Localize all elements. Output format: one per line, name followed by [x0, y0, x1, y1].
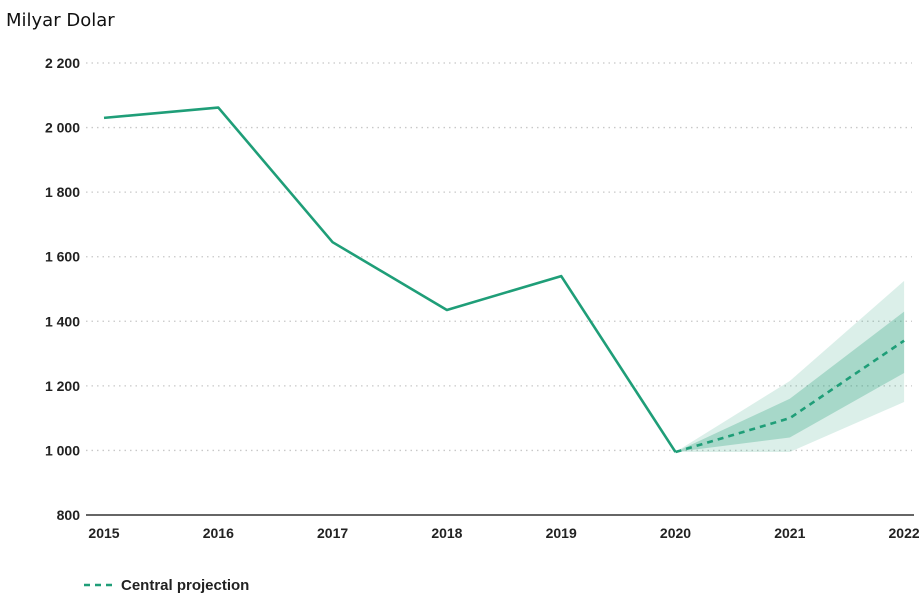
series-lines	[103, 106, 905, 454]
y-tick-label: 1 400	[45, 313, 80, 329]
y-tick-label: 1 800	[45, 184, 80, 200]
x-tick-label: 2022	[889, 525, 919, 541]
projection-band	[675, 280, 905, 453]
x-tick-label: 2016	[203, 525, 234, 541]
y-axis-unit-label: Milyar Dolar	[6, 10, 115, 31]
projection-band-inner	[675, 311, 905, 453]
y-tick-label: 800	[57, 507, 81, 523]
x-tick-label: 2021	[774, 525, 805, 541]
x-tick-label: 2018	[431, 525, 462, 541]
x-tick-label: 2020	[660, 525, 691, 541]
y-tick-label: 2 000	[45, 120, 80, 136]
x-tick-labels: 2015 2016 2017 2018 2019 2020 2021 2022	[88, 525, 919, 541]
legend: Central projection	[84, 577, 249, 594]
y-tick-labels: 800 1 000 1 200 1 400 1 600 1 800 2 000 2 200	[45, 55, 80, 523]
x-tick-label: 2017	[317, 525, 348, 541]
legend-label-central-projection: Central projection	[121, 577, 249, 594]
x-tick-label: 2019	[546, 525, 577, 541]
x-tick-label: 2015	[88, 525, 119, 541]
y-tick-label: 1 200	[45, 378, 80, 394]
y-tick-label: 1 600	[45, 249, 80, 265]
series-line-central-projection	[675, 339, 905, 454]
y-tick-label: 2 200	[45, 55, 80, 71]
projection-band-outer	[675, 280, 905, 453]
gridlines	[86, 62, 912, 452]
series-line-actual	[103, 106, 677, 453]
y-tick-label: 1 000	[45, 442, 80, 458]
